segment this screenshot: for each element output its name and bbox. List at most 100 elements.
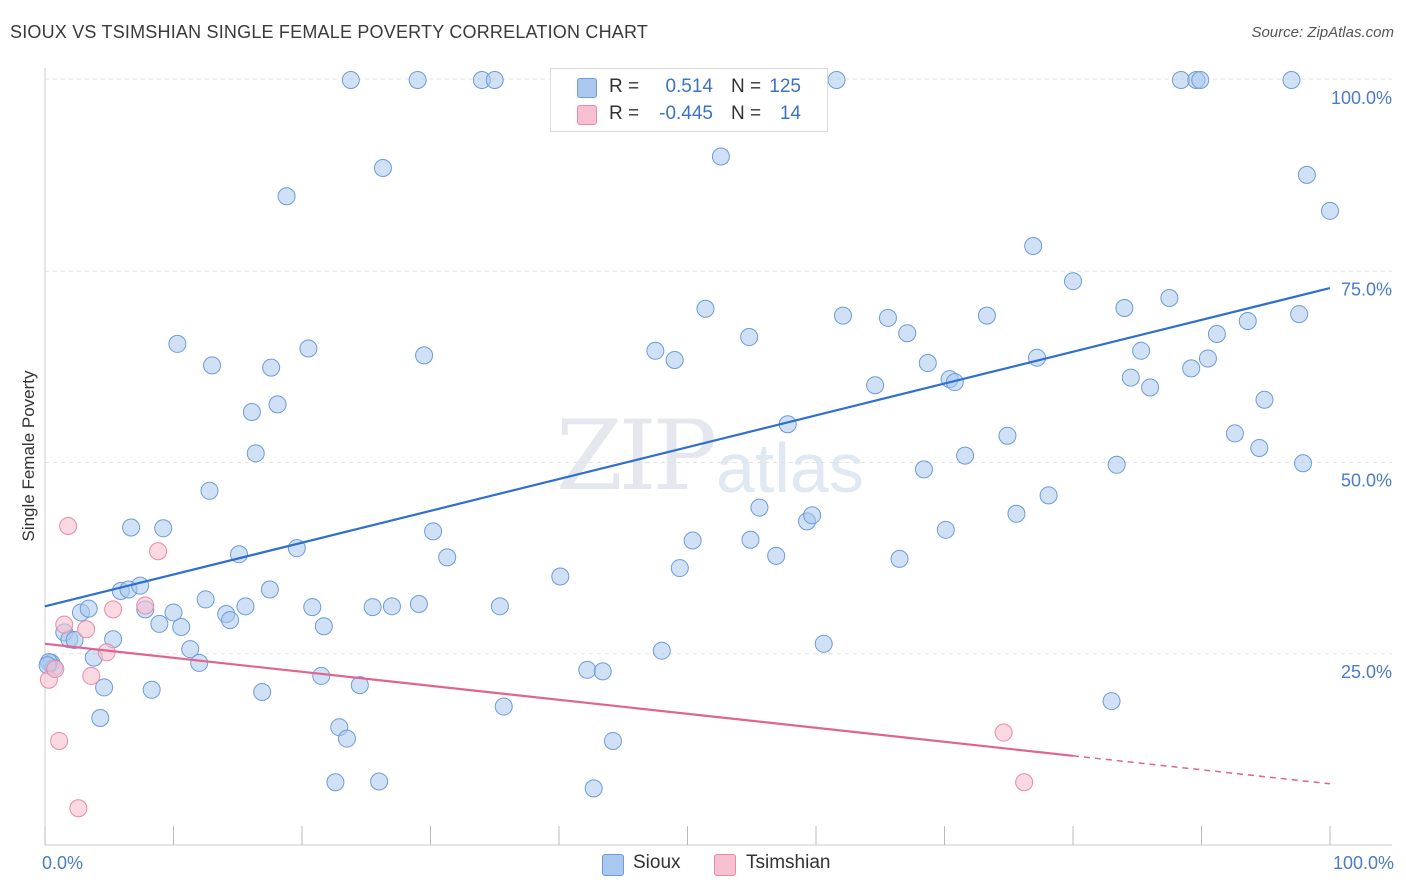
y-tick-label: 50.0% (1341, 471, 1392, 491)
sioux-point (364, 599, 381, 616)
sioux-point (712, 148, 729, 165)
sioux-point (1116, 299, 1133, 316)
sioux-point (579, 661, 596, 678)
sioux-legend-swatch (602, 854, 624, 876)
sioux-point (834, 307, 851, 324)
sioux-point (237, 598, 254, 615)
sioux-point (416, 347, 433, 364)
sioux-point (1283, 72, 1300, 89)
sioux-point (491, 598, 508, 615)
tsimshian-point (56, 616, 73, 633)
sioux-point (169, 335, 186, 352)
legend-n-label: N = (731, 76, 761, 98)
sioux-point (594, 663, 611, 680)
label-layer: 25.0% 50.0% 75.0% 100.0% 0.0% 100.0% Single Fe… (19, 88, 1394, 873)
sioux-point (879, 309, 896, 326)
sioux-point (222, 612, 239, 629)
sioux-point (123, 519, 140, 536)
tsimshian-point (70, 800, 87, 817)
sioux-point (742, 531, 759, 548)
sioux-point (278, 188, 295, 205)
sioux-point (697, 300, 714, 317)
sioux-point (261, 581, 278, 598)
sioux-point (741, 329, 758, 346)
sioux-point (1103, 693, 1120, 710)
sioux-point (919, 355, 936, 372)
tsimshian-point (78, 621, 95, 638)
axis-layer (45, 68, 1392, 845)
sioux-point (815, 635, 832, 652)
y-tick-label: 100.0% (1331, 88, 1392, 108)
sioux-point (653, 642, 670, 659)
sioux-point (585, 780, 602, 797)
sioux-point (804, 507, 821, 524)
sioux-point (867, 377, 884, 394)
sioux-point (410, 596, 427, 613)
tsimshian-trend-line (45, 644, 1073, 756)
sioux-point (828, 72, 845, 89)
sioux-point (1298, 166, 1315, 183)
scatter-chart: 25.0%50.0%75.0%100.0%0.0% 100.0%Single Fe… (0, 0, 1406, 892)
sioux-point (915, 461, 932, 478)
sioux-point (197, 591, 214, 608)
sioux-point (201, 482, 218, 499)
sioux-point (1008, 505, 1025, 522)
sioux-point (92, 710, 109, 727)
sioux-point (374, 159, 391, 176)
x-tick-label: 100.0% (1333, 853, 1394, 873)
sioux-point (1108, 456, 1125, 473)
sioux-point (1172, 72, 1189, 89)
sioux-point (204, 357, 221, 374)
sioux-point (247, 445, 264, 462)
sioux-point (1199, 350, 1216, 367)
tsimshian-point (995, 724, 1012, 741)
sioux-point (425, 523, 442, 540)
sioux-point (143, 681, 160, 698)
sioux-point (899, 325, 916, 342)
sioux-point (155, 520, 172, 537)
sioux-point (263, 359, 280, 376)
sioux-point (1025, 238, 1042, 255)
sioux-point (300, 340, 317, 357)
sioux-point (1251, 439, 1268, 456)
legend-r-value: 0.514 (641, 76, 713, 98)
legend-r-label: R = (609, 103, 639, 125)
sioux-point (132, 577, 149, 594)
y-tick-label: 75.0% (1341, 279, 1392, 299)
bottom-legend-sioux: Sioux (602, 852, 702, 876)
legend-r-label: R = (609, 76, 639, 98)
sioux-point (1208, 325, 1225, 342)
sioux-point (552, 568, 569, 585)
sioux-point (338, 730, 355, 747)
sioux-point (1183, 360, 1200, 377)
sioux-point (1239, 312, 1256, 329)
sioux-point (957, 447, 974, 464)
sioux-legend-label: Sioux (633, 852, 681, 874)
sioux-point (327, 774, 344, 791)
sioux-point (1122, 369, 1139, 386)
sioux-point (768, 547, 785, 564)
sioux-point (684, 532, 701, 549)
tsimshian-swatch (577, 105, 597, 125)
y-tick-label: 25.0% (1341, 662, 1392, 682)
sioux-point (1142, 379, 1159, 396)
legend-n-value: 125 (761, 76, 801, 98)
sioux-point (891, 550, 908, 567)
sioux-point (647, 342, 664, 359)
sioux-point (937, 521, 954, 538)
sioux-point (371, 773, 388, 790)
sioux-point (666, 351, 683, 368)
sioux-point (1295, 455, 1312, 472)
sioux-point (1133, 342, 1150, 359)
point-layer (39, 72, 1338, 817)
sioux-point (671, 560, 688, 577)
sioux-point (999, 427, 1016, 444)
sioux-point (1226, 425, 1243, 442)
sioux-point (151, 615, 168, 632)
tsimshian-point (105, 601, 122, 618)
sioux-point (191, 654, 208, 671)
tsimshian-legend-label: Tsimshian (746, 852, 830, 874)
tsimshian-point (83, 667, 100, 684)
sioux-point (243, 404, 260, 421)
sioux-point (269, 396, 286, 413)
